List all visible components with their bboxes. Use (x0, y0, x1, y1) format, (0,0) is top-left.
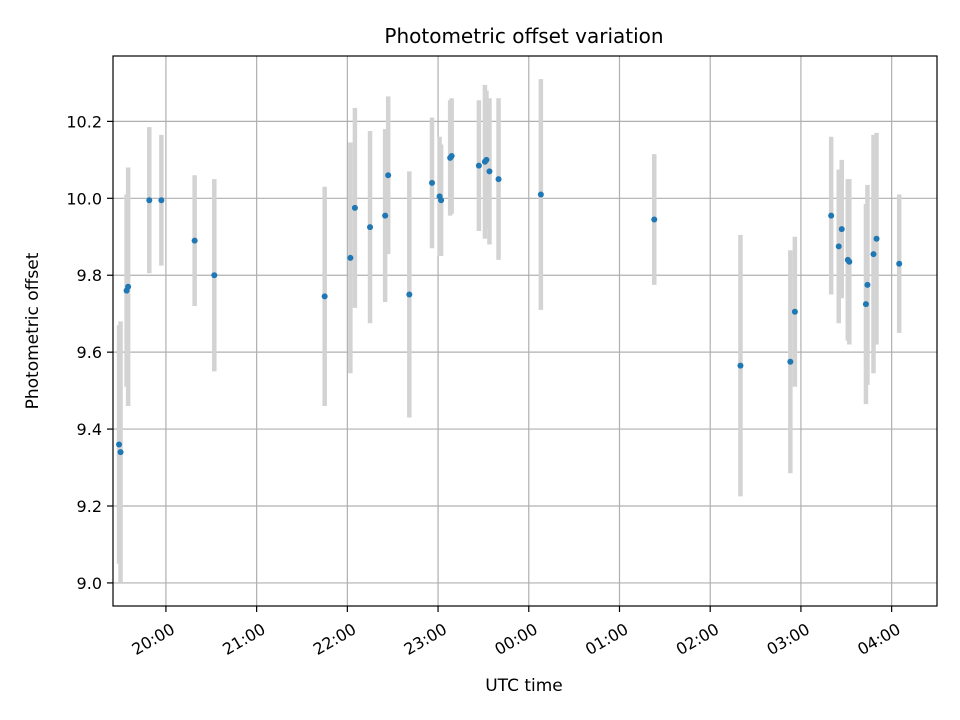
y-axis-label: Photometric offset (23, 252, 43, 409)
data-point (846, 258, 853, 265)
data-point (191, 237, 198, 244)
data-point (116, 441, 123, 448)
data-point (483, 156, 490, 163)
data-point (117, 449, 124, 456)
data-point (367, 224, 374, 231)
data-point (651, 216, 658, 223)
y-tick-label: 10.0 (66, 189, 102, 208)
y-tick-label: 9.6 (77, 343, 102, 362)
data-point (486, 168, 493, 175)
data-point (835, 243, 842, 250)
data-point (838, 226, 845, 233)
plot-area-frame (112, 55, 938, 607)
data-point (385, 172, 392, 179)
chart-title: Photometric offset variation (384, 24, 663, 48)
data-point (737, 362, 744, 369)
data-point (495, 176, 502, 183)
y-tick-label: 10.2 (66, 112, 102, 131)
data-point (862, 301, 869, 308)
data-point (321, 293, 328, 300)
data-point (429, 179, 436, 186)
data-point (787, 358, 794, 365)
data-point (382, 212, 389, 219)
y-tick-label: 9.4 (77, 420, 102, 439)
data-point (791, 308, 798, 315)
data-point (438, 197, 445, 204)
y-tick-label: 9.0 (77, 574, 102, 593)
data-point (347, 254, 354, 261)
data-point (537, 191, 544, 198)
grid (113, 56, 937, 606)
x-axis-label: UTC time (485, 676, 563, 696)
data-points (116, 153, 903, 456)
data-point (475, 162, 482, 169)
data-point (828, 212, 835, 219)
y-tick-label: 9.2 (77, 497, 102, 516)
data-point (864, 281, 871, 288)
data-point (870, 251, 877, 258)
data-point (158, 197, 165, 204)
data-point (125, 283, 132, 290)
data-point (873, 235, 880, 242)
y-tick-label: 9.8 (77, 266, 102, 285)
data-point (448, 153, 455, 159)
data-point (146, 197, 153, 204)
data-point (351, 204, 358, 211)
data-point (406, 291, 413, 298)
data-point (211, 272, 218, 279)
data-point (896, 260, 903, 267)
